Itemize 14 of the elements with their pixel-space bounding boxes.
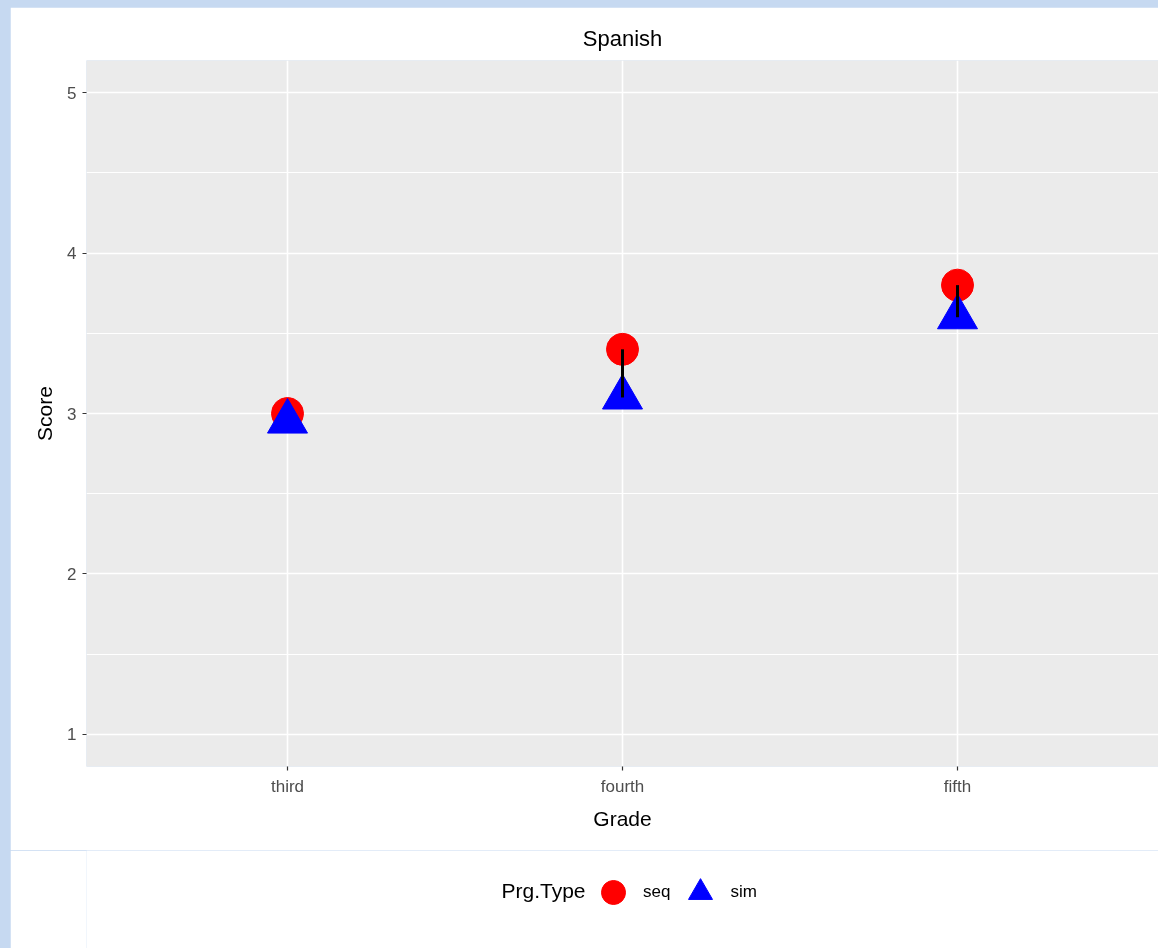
x-tick-label: fifth [943,776,972,796]
y-tick-label: 5 [67,83,77,103]
chart-title: Spanish [582,25,663,51]
y-axis-title: Score [33,386,57,441]
x-tick-label: fourth [600,776,645,796]
y-tick-label: 2 [67,564,77,584]
legend-label: sim [730,882,757,902]
y-tick-label: 4 [67,244,77,264]
x-axis-title: Grade [593,806,652,830]
legend-label: seq [643,882,671,902]
x-tick-label: third [270,776,305,796]
y-tick-label: 1 [67,725,77,745]
legend-title: Prg.Type [501,879,586,902]
y-tick-label: 3 [67,404,77,424]
